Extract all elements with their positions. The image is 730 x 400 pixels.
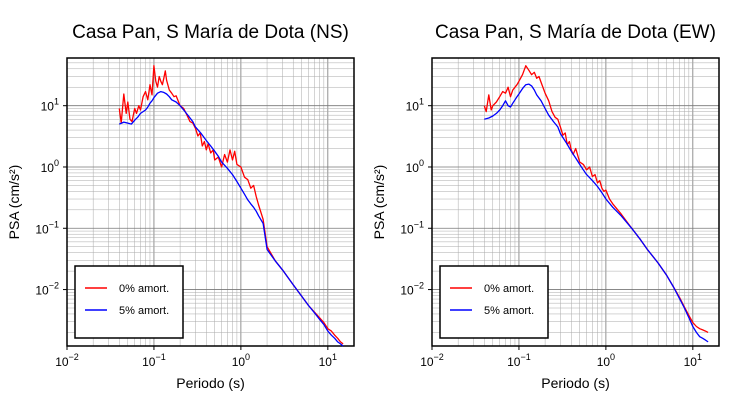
y-tick-label: 10−1 (35, 219, 59, 236)
y-tick-label: 101 (406, 97, 424, 114)
y-tick-label: 100 (41, 158, 59, 175)
y-axis-label: PSA (cm/s²) (371, 165, 387, 240)
x-tick-label: 10−1 (507, 352, 531, 369)
legend-label: 0% amort. (119, 283, 169, 295)
chart-title: Casa Pan, S María de Dota (NS) (72, 22, 349, 43)
series-line-damped (119, 90, 344, 347)
y-tick-label: 101 (41, 97, 59, 114)
x-tick-label: 101 (684, 352, 702, 369)
legend: 0% amort. 5% amort. (74, 265, 184, 339)
x-axis-label: Periodo (s) (541, 375, 609, 391)
chart-panel-0: 10−2 10−1 100 101 10−2 10−1 100 101 Casa Pan, S … (6, 22, 355, 391)
chart-title: Casa Pan, S María de Dota (EW) (435, 22, 716, 43)
grid (66, 57, 355, 346)
x-tick-label: 100 (232, 352, 250, 369)
y-axis-label: PSA (cm/s²) (6, 165, 22, 240)
legend-box (439, 265, 549, 339)
x-tick-label: 10−2 (55, 352, 79, 369)
y-tick-label: 10−2 (400, 281, 424, 298)
x-tick-label: 100 (597, 352, 615, 369)
series-line-damped (484, 83, 709, 343)
x-axis-label: Periodo (s) (176, 375, 244, 391)
chart-panel-1: 10−2 10−1 100 101 10−2 10−1 100 101 Casa Pan, S … (371, 22, 720, 391)
legend: 0% amort. 5% amort. (439, 265, 549, 339)
legend-label: 0% amort. (484, 283, 534, 295)
plot-frame (66, 57, 355, 347)
x-tick-label: 10−1 (142, 352, 166, 369)
legend-label: 5% amort. (119, 305, 169, 317)
x-tick-label: 10−2 (420, 352, 444, 369)
y-tick-label: 100 (406, 158, 424, 175)
x-tick-label: 101 (319, 352, 337, 369)
legend-label: 5% amort. (484, 305, 534, 317)
legend-box (74, 265, 184, 339)
y-tick-label: 10−2 (35, 281, 59, 298)
plot-frame (431, 57, 720, 347)
y-tick-label: 10−1 (400, 219, 424, 236)
